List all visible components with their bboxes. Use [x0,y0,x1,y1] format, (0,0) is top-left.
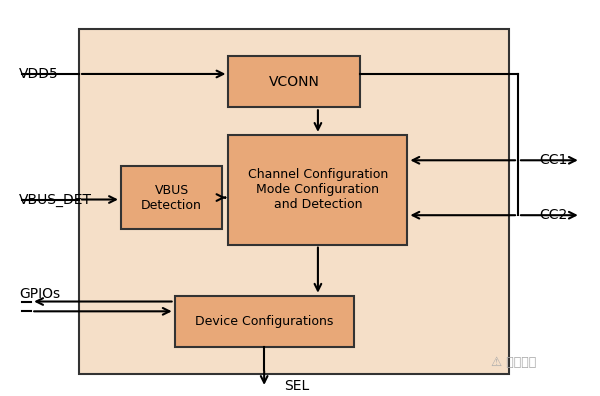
FancyBboxPatch shape [229,56,360,107]
FancyBboxPatch shape [175,296,354,346]
Text: CC1: CC1 [539,153,567,167]
FancyBboxPatch shape [79,29,509,374]
Text: VBUS
Detection: VBUS Detection [141,184,202,211]
FancyBboxPatch shape [229,135,407,245]
Text: CC2: CC2 [539,208,567,222]
Text: SEL: SEL [284,379,310,393]
Text: ⚠ 贸泽电子: ⚠ 贸泽电子 [491,356,536,369]
Text: GPIOs: GPIOs [19,287,61,301]
Text: Device Configurations: Device Configurations [195,315,334,327]
Text: VCONN: VCONN [269,75,319,89]
Text: VDD5: VDD5 [19,67,59,81]
FancyBboxPatch shape [121,166,223,229]
Text: Channel Configuration
Mode Configuration
and Detection: Channel Configuration Mode Configuration… [248,168,388,211]
Text: VBUS_DET: VBUS_DET [19,192,92,206]
